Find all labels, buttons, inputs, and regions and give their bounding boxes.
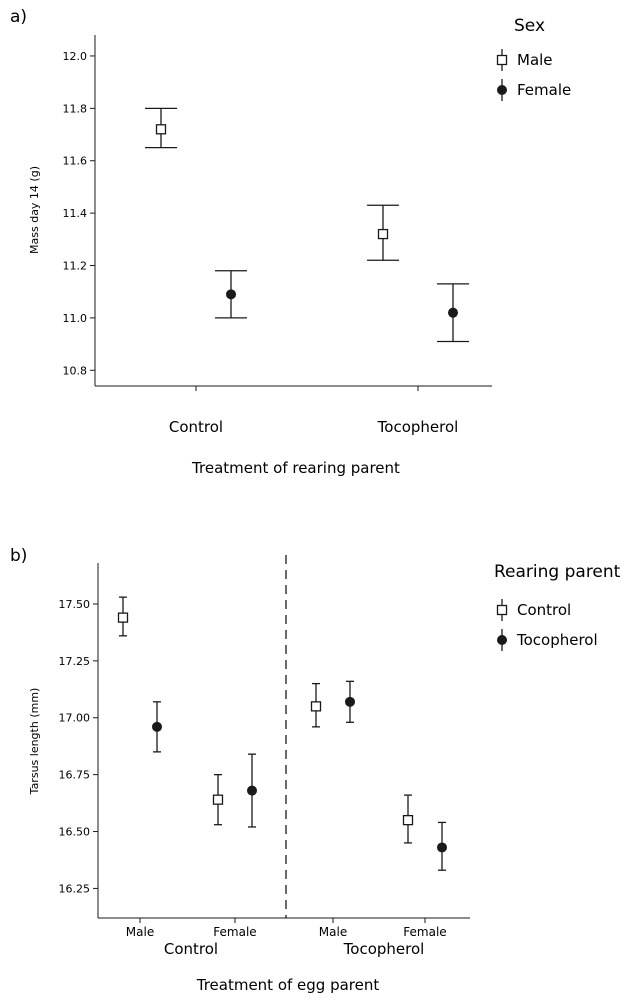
panel-a-point <box>155 124 167 135</box>
panel-b-point <box>152 721 162 732</box>
panel-b-point <box>117 612 129 623</box>
panel-a-x-tick-label: Tocopherol <box>377 418 459 436</box>
panel-b-legend: Control Tocopherol <box>496 599 598 651</box>
panel-a-y-tick-label: 11.4 <box>63 207 88 220</box>
panel-a-point <box>448 307 458 318</box>
panel-a: a) Mass day 14 (g) Treatment of rearing … <box>10 7 571 477</box>
panel-b: b) Tarsus length (mm) Treatment of egg p… <box>10 546 621 994</box>
panel-a-legend: Male Female <box>496 49 571 101</box>
panel-b-x-subcategory-label: Male <box>126 925 154 939</box>
panel-b-point <box>402 814 414 826</box>
panel-b-x-axis-title: Treatment of egg parent <box>196 976 380 994</box>
panel-a-x-axis-title: Treatment of rearing parent <box>191 459 400 477</box>
panel-a-y-tick-label: 11.0 <box>63 312 88 325</box>
panel-b-point <box>212 794 224 805</box>
panel-a-point <box>226 289 236 300</box>
panel-b-point <box>310 701 322 712</box>
panel-b-x-group-label: Control <box>164 940 218 958</box>
panel-a-y-tick-label: 12.0 <box>63 50 88 63</box>
panel-a-label: a) <box>10 7 27 27</box>
panel-b-marks <box>97 555 470 919</box>
panel-b-point <box>345 696 355 707</box>
panel-b-y-tick-label: 17.25 <box>59 655 91 668</box>
panel-b-y-tick-label: 16.50 <box>59 826 91 839</box>
panel-b-legend-label: Tocopherol <box>516 631 598 649</box>
panel-a-x-tick-label: Control <box>169 418 223 436</box>
panel-b-y-tick-label: 17.50 <box>59 598 91 611</box>
panel-b-y-axis-title: Tarsus length (mm) <box>28 688 41 796</box>
panel-b-legend-key <box>497 635 507 645</box>
panel-a-legend-title: Sex <box>514 16 545 36</box>
panel-a-legend-label: Male <box>517 51 553 69</box>
panel-b-legend-key <box>496 604 508 616</box>
panel-a-y-tick-label: 10.8 <box>63 364 88 377</box>
panel-b-y-tick-label: 17.00 <box>59 712 91 725</box>
panel-b-y-tick-label: 16.75 <box>59 769 91 782</box>
panel-a-y-tick-label: 11.2 <box>63 260 88 273</box>
panel-a-legend-key <box>497 85 507 95</box>
panel-b-point <box>437 842 447 853</box>
panel-a-y-axis-title: Mass day 14 (g) <box>28 166 41 254</box>
panel-b-y-tick-label: 16.25 <box>59 882 91 895</box>
panel-a-y-tick-label: 11.8 <box>63 102 88 115</box>
panel-b-legend-label: Control <box>517 601 571 619</box>
panel-a-y-ticks: 10.8 11.0 11.2 11.4 11.6 11.8 12.0 <box>63 50 95 377</box>
panel-a-legend-label: Female <box>517 81 571 99</box>
panel-a-x-ticks: Control Tocopherol <box>169 386 458 436</box>
panel-b-y-ticks: 16.25 16.50 16.75 17.00 17.25 17.50 <box>59 598 98 895</box>
panel-b-x-group-label: Tocopherol <box>343 940 425 958</box>
panel-a-point <box>377 228 389 240</box>
panel-b-label: b) <box>10 546 27 566</box>
panel-b-x-subcategory-label: Female <box>213 925 256 939</box>
panel-b-legend-title: Rearing parent <box>494 562 621 582</box>
panel-b-point <box>247 785 257 796</box>
panel-b-x-subcategory-label: Female <box>403 925 446 939</box>
panel-a-marks <box>94 35 492 387</box>
panel-a-y-tick-label: 11.6 <box>63 155 88 168</box>
panel-b-x-subcategory-label: Male <box>319 925 347 939</box>
panel-a-legend-key <box>496 54 508 66</box>
